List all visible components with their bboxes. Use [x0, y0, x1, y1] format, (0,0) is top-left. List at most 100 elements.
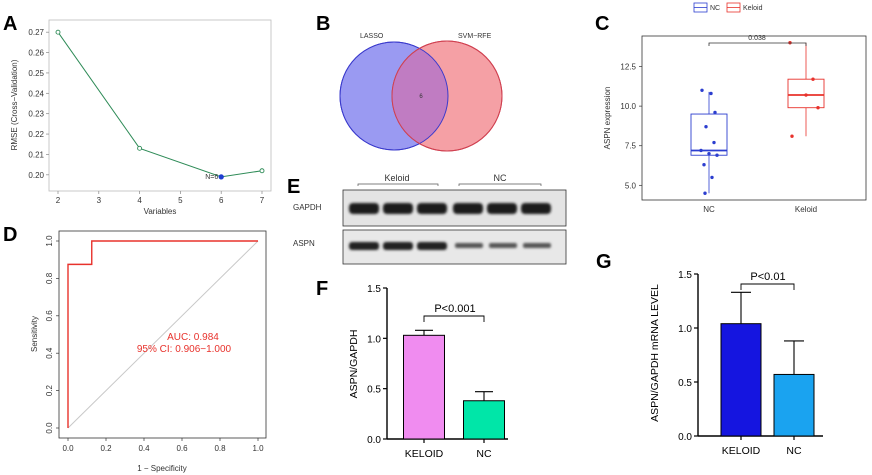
- legend-keloid-label: Keloid: [743, 5, 763, 12]
- panel-c-ytick-label: 12.5: [620, 63, 636, 72]
- gapdh-band-2: [383, 203, 413, 214]
- panel-a-ytick-label: 0.20: [28, 171, 44, 180]
- panel-c-x-label-nc: NC: [703, 205, 715, 214]
- panel-d-ci-text: 95% CI: 0.906−1.000: [137, 344, 232, 355]
- panel-c-point: [715, 153, 719, 157]
- panel-d-ytick-label: 0.4: [45, 347, 54, 359]
- panel-a-ytick-label: 0.23: [28, 110, 44, 119]
- panel-d-xtick-label: 0.4: [138, 444, 150, 453]
- panel-label-c: C: [595, 13, 609, 35]
- panel-c-boxes: [690, 41, 825, 195]
- panel-g-bar-chart: 0.0 0.5 1.0 1.5 KELOID NC P<0.01 ASPN/GAPDH m…: [649, 270, 823, 457]
- panel-d-ytick-label: 0.0: [45, 422, 54, 434]
- panel-e-western-blot: Keloid NC GAPDH ASPN: [293, 173, 567, 265]
- panel-c-y-ticks: 5.0 7.5 10.0 12.5: [620, 63, 642, 190]
- blot-group-keloid: Keloid: [384, 173, 409, 183]
- venn-svm-rfe-outline: [391, 40, 503, 152]
- panel-a-ytick-label: 0.27: [28, 28, 44, 37]
- gapdh-band-4: [453, 203, 483, 214]
- panel-f-bar-chart: 0.0 0.5 1.0 1.5 KELOID NC P<0.001 ASPN/GAPDH: [348, 284, 508, 460]
- panel-c-ytick-label: 7.5: [625, 142, 637, 151]
- panel-g-ytick-label: 1.0: [678, 324, 692, 335]
- panel-d-xtick-label: 0.6: [176, 444, 188, 453]
- panel-a-ytick-label: 0.22: [28, 130, 44, 139]
- panel-a-points: [55, 29, 265, 180]
- panel-a-y-ticks: 0.20 0.21 0.22 0.23 0.24 0.25 0.26 0.27: [28, 28, 49, 180]
- aspn-band-6: [523, 243, 551, 248]
- panel-c-x-label-keloid: Keloid: [795, 205, 817, 214]
- panel-a-point: [55, 29, 61, 35]
- aspn-band-5: [489, 243, 517, 248]
- panel-c-point: [713, 110, 717, 115]
- venn-overlap-count: 6: [419, 94, 423, 100]
- panel-a-point: [137, 145, 143, 151]
- venn-lasso-outline: [339, 41, 449, 151]
- panel-a-frame: [48, 19, 272, 192]
- panel-d-xtick-label: 0.2: [100, 444, 112, 453]
- panel-a-ytick-label: 0.24: [28, 89, 44, 98]
- panel-c-point: [702, 163, 706, 167]
- panel-a-ytick-label: 0.25: [28, 69, 44, 78]
- blot-aspn-membrane: [342, 229, 567, 265]
- panel-c-sig-bracket: [708, 42, 807, 46]
- aspn-band-1: [349, 242, 379, 250]
- panel-label-d: D: [3, 224, 17, 246]
- venn-svm-rfe-label: SVM−RFE: [458, 33, 492, 40]
- panel-d-ytick-label: 0.8: [45, 272, 54, 284]
- panel-f-pvalue: P<0.001: [434, 303, 475, 315]
- panel-label-a: A: [3, 13, 17, 35]
- panel-c-y-title: ASPN expression: [603, 87, 612, 150]
- panel-d-y-ticks: 0.0 0.2 0.4 0.6 0.8 1.0: [45, 235, 59, 434]
- panel-a-n-annotation: N=6: [205, 174, 218, 181]
- panel-c-point: [704, 125, 708, 129]
- blot-row-aspn-label: ASPN: [293, 239, 315, 248]
- panel-a-rmse-line: [57, 31, 263, 178]
- panel-g-bar-keloid: [720, 323, 762, 437]
- panel-c-point: [712, 140, 716, 145]
- panel-f-xtick-label: NC: [476, 448, 492, 460]
- panel-c-boxplot: NC Keloid 5.0 7.5 10.0 12.5 0.038 NC Keloid…: [603, 2, 867, 214]
- panel-d-x-ticks: 0.0 0.2 0.4 0.6 0.8 1.0: [62, 438, 264, 453]
- panel-g-sig-bracket: [740, 283, 795, 290]
- panel-d-ytick-label: 1.0: [45, 235, 54, 247]
- panel-a-xtick-label: 7: [260, 196, 265, 205]
- panel-d-auc-text: AUC: 0.984: [167, 332, 219, 343]
- panel-d-ytick-label: 0.6: [45, 310, 54, 322]
- panel-c-point: [710, 175, 714, 180]
- panel-c-frame: [641, 35, 867, 201]
- panel-f-bars: [403, 329, 505, 440]
- legend-nc-label: NC: [710, 5, 720, 12]
- panel-c-point: [790, 134, 794, 138]
- panel-d-roc-curve: [67, 240, 258, 428]
- panel-a-ytick-label: 0.21: [28, 150, 44, 159]
- panel-label-e: E: [287, 176, 300, 198]
- panel-a-point: [259, 168, 265, 174]
- panel-c-pvalue: 0.038: [748, 35, 766, 42]
- panel-c-point: [700, 88, 704, 92]
- gapdh-band-5: [487, 203, 517, 214]
- panel-g-ytick-label: 0.5: [678, 378, 692, 389]
- panel-b-venn: LASSO SVM−RFE 6: [339, 33, 503, 152]
- panel-d-x-title: 1 − Specificity: [137, 464, 187, 473]
- aspn-band-2: [383, 242, 413, 250]
- panel-a-ytick-label: 0.26: [28, 49, 44, 58]
- blot-keloid-bracket: [357, 183, 439, 186]
- panel-d-roc-chart: 0.0 0.2 0.4 0.6 0.8 1.0 0.0 0.2 0.4 0.6 0.8 1.0 AU…: [30, 230, 267, 473]
- gapdh-band-3: [417, 203, 447, 214]
- panel-g-bar-nc: [773, 373, 815, 437]
- gapdh-band-6: [521, 203, 551, 214]
- panel-label-f: F: [316, 278, 328, 300]
- panel-a-xtick-label: 3: [97, 196, 102, 205]
- panel-c-box-nc: [690, 113, 728, 156]
- aspn-band-4: [455, 243, 483, 248]
- panel-c-point: [816, 106, 820, 110]
- panel-a-y-title: RMSE (Cross−Validation): [10, 59, 19, 150]
- panel-f-ytick-label: 0.0: [367, 435, 381, 446]
- panel-c-point: [709, 91, 713, 96]
- panel-f-bar-keloid: [403, 334, 445, 440]
- blot-group-nc: NC: [494, 173, 507, 183]
- panel-g-ytick-label: 1.5: [678, 270, 692, 281]
- panel-g-y-title: ASPN/GAPDH mRNA LEVEL: [649, 284, 661, 422]
- panel-f-ytick-label: 1.5: [367, 284, 381, 295]
